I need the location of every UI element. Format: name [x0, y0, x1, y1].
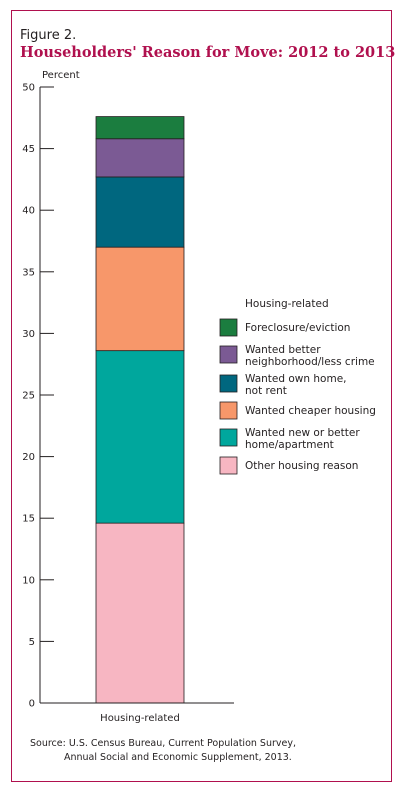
- figure-frame: [11, 10, 392, 782]
- legend-swatch: [219, 401, 238, 420]
- legend-label: Wanted better neighborhood/less crime: [245, 344, 375, 368]
- legend-title: Housing-related: [245, 298, 329, 310]
- bar-segment-wanted-cheaper-housing: [95, 246, 185, 352]
- bar-segment-wanted-own-home-not-rent: [95, 176, 185, 248]
- legend-label: Foreclosure/eviction: [245, 322, 350, 334]
- x-category-label: Housing-related: [100, 713, 180, 724]
- legend-swatch: [219, 318, 238, 337]
- y-tick-label: 50: [22, 83, 35, 94]
- bar-segment-other-housing-reason: [95, 522, 185, 704]
- y-tick-label: 30: [22, 329, 35, 340]
- y-tick-label: 10: [22, 575, 35, 586]
- source-note: Source: U.S. Census Bureau, Current Popu…: [30, 737, 390, 765]
- legend-swatch: [219, 428, 238, 447]
- y-tick-label: 20: [22, 452, 35, 463]
- x-axis: Housing-related: [40, 702, 234, 724]
- bar-segment-foreclosure-eviction: [95, 116, 185, 140]
- y-tick-label: 15: [22, 514, 35, 525]
- y-tick-label: 40: [22, 206, 35, 217]
- legend-swatch: [219, 456, 238, 475]
- y-tick-label: 5: [29, 637, 35, 648]
- legend: Housing-related Foreclosure/eviction Want…: [219, 298, 376, 475]
- legend-label: Other housing reason: [245, 460, 358, 472]
- legend-label: Wanted new or better home/apartment: [245, 427, 360, 451]
- y-tick-label: 25: [22, 391, 35, 402]
- y-tick-label: 35: [22, 267, 35, 278]
- legend-label: Wanted cheaper housing: [245, 405, 376, 417]
- y-axis: Percent 0 5 10 15 20 25 30 35 40 45 50: [22, 70, 79, 710]
- legend-swatch: [219, 374, 238, 393]
- legend-label: Wanted own home, not rent: [245, 373, 347, 397]
- figure-title: Householders' Reason for Move: 2012 to 2…: [20, 44, 396, 61]
- bar-segments: [95, 116, 185, 704]
- y-tick-label: 45: [22, 144, 35, 155]
- figure-label: Figure 2.: [20, 28, 77, 43]
- source-line-1: Source: U.S. Census Bureau, Current Popu…: [30, 738, 296, 749]
- bar-segment-wanted-new-or-better-home-apartment: [95, 350, 185, 524]
- legend-swatch: [219, 345, 238, 364]
- source-line-2: Annual Social and Economic Supplement, 2…: [64, 752, 292, 763]
- bar-segment-wanted-better-neighborhood-less-crime: [95, 138, 185, 178]
- y-tick-label: 0: [29, 699, 35, 710]
- y-axis-label: Percent: [42, 70, 80, 81]
